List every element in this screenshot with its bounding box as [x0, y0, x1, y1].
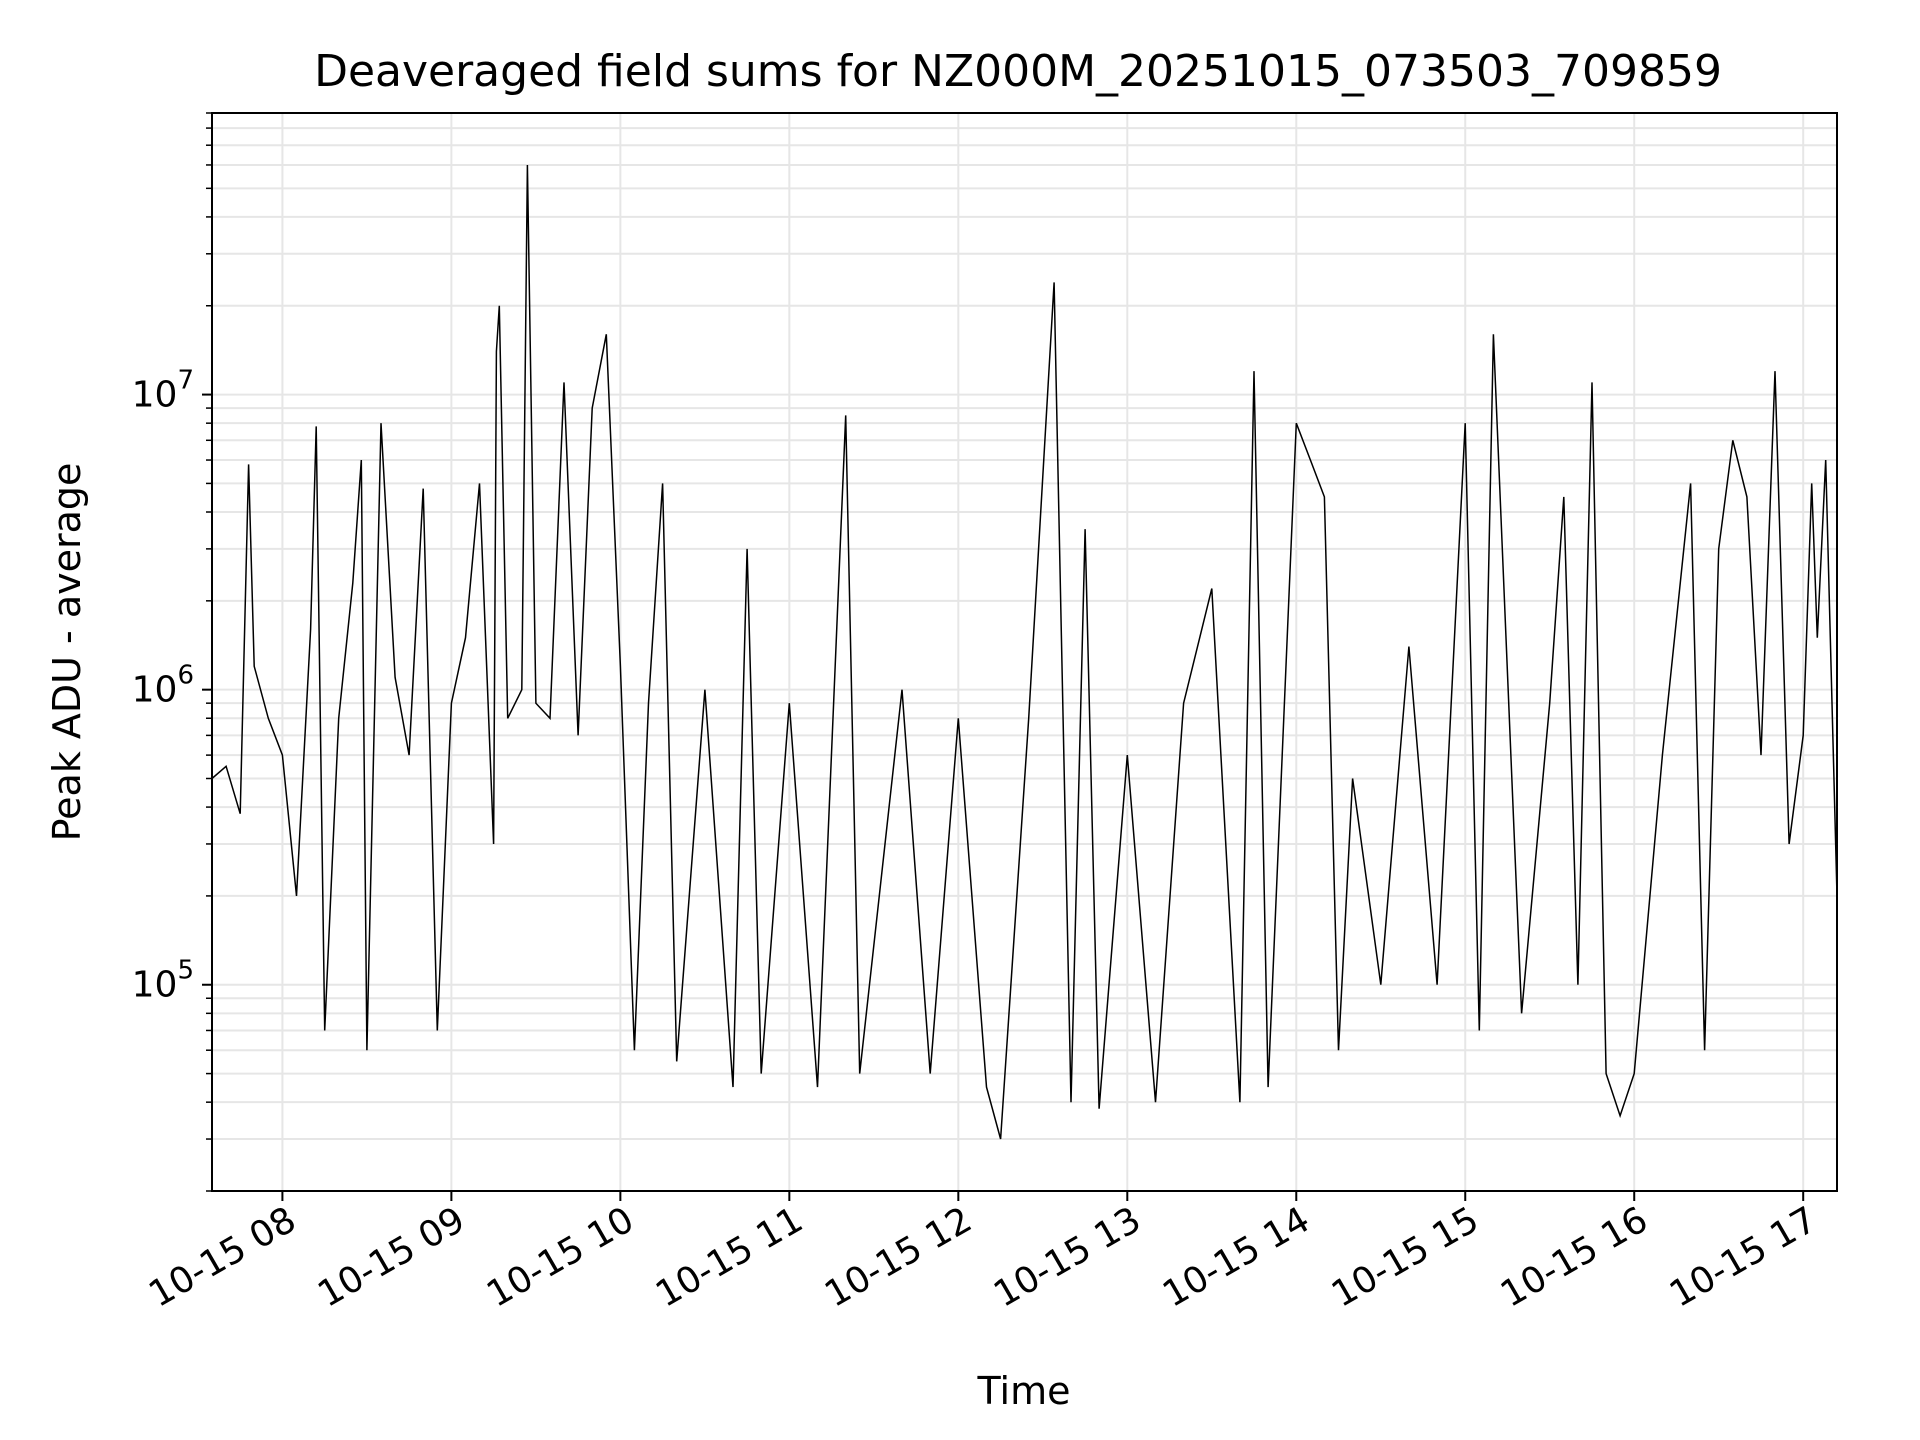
y-tick-label: 105 — [132, 956, 194, 1006]
x-tick-label: 10-15 16 — [1494, 1199, 1655, 1315]
x-tick-label: 10-15 13 — [987, 1199, 1148, 1315]
grid — [212, 112, 1837, 1192]
x-tick-label: 10-15 17 — [1663, 1199, 1824, 1315]
x-tick-label: 10-15 08 — [142, 1199, 303, 1315]
x-axis-ticks: 10-15 08 10-15 09 10-15 10 10-15 11 10-15 12… — [142, 1191, 1824, 1316]
chart-title: Deaveraged field sums for NZ000M_2025101… — [314, 46, 1722, 97]
series-line-path — [211, 164, 1838, 1140]
y-axis-ticks: 105 106 107 — [132, 112, 212, 1192]
x-axis-label: Time — [977, 1369, 1071, 1413]
x-tick-label: 10-15 12 — [818, 1199, 979, 1315]
x-tick-label: 10-15 14 — [1156, 1199, 1317, 1315]
x-tick-label: 10-15 09 — [311, 1199, 472, 1315]
x-tick-label: 10-15 11 — [649, 1199, 810, 1315]
x-tick-label: 10-15 10 — [480, 1199, 641, 1315]
y-axis-label: Peak ADU - average — [45, 463, 89, 842]
series-line — [211, 164, 1838, 1140]
y-tick-label: 106 — [132, 661, 194, 711]
x-tick-label: 10-15 15 — [1325, 1199, 1486, 1315]
plot-frame — [211, 112, 1838, 1192]
y-tick-label: 107 — [132, 366, 194, 416]
